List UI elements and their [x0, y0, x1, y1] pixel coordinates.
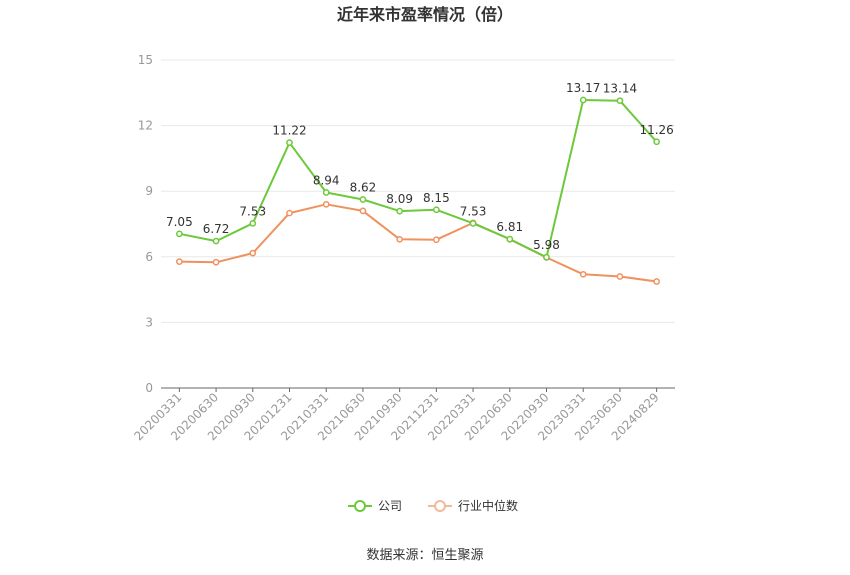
data-point: [212, 237, 220, 245]
data-point: [176, 230, 183, 238]
data-point: [176, 258, 183, 265]
data-label: 13.17: [566, 81, 600, 95]
data-label: 5.98: [533, 238, 560, 252]
y-tick-label: 9: [145, 184, 153, 198]
chart-title: 近年来市盈率情况（倍）: [337, 5, 513, 24]
series-line-company: [179, 99, 658, 259]
data-point: [653, 138, 660, 146]
data-point: [506, 235, 514, 243]
legend-swatch-marker: [354, 500, 366, 512]
axis-layer: 0369121520200331202006302020093020201231…: [131, 53, 675, 443]
data-label: 8.09: [386, 192, 413, 206]
legend-label: 行业中位数: [458, 498, 518, 513]
data-point: [249, 249, 257, 257]
data-label: 7.53: [460, 204, 487, 218]
data-point: [579, 270, 587, 278]
data-point: [396, 235, 403, 243]
data-point: [433, 236, 440, 244]
data-label: 8.15: [423, 191, 450, 205]
y-tick-label: 6: [145, 250, 153, 264]
data-point: [616, 97, 624, 105]
grid-layer: [161, 59, 675, 323]
series-line-industry-median: [179, 203, 657, 283]
data-point: [433, 206, 440, 214]
data-point: [359, 196, 367, 203]
y-tick-label: 15: [138, 53, 153, 67]
legend-label: 公司: [378, 499, 402, 513]
data-label: 8.62: [350, 181, 377, 195]
data-source-note: 数据来源：恒生聚源: [366, 548, 483, 563]
data-label-layer: 7.05 6.72 7.53 11.22 8.94 8.62 8.09 8.15 7.53 6.8…: [166, 81, 674, 252]
data-point: [359, 207, 367, 215]
data-label: 13.14: [603, 82, 637, 96]
data-label: 6.81: [496, 220, 523, 234]
data-point: [543, 253, 550, 261]
series-layer: [176, 96, 660, 285]
data-point: [579, 96, 587, 104]
data-label: 7.53: [239, 204, 266, 218]
data-label: 7.05: [166, 215, 193, 229]
data-point: [286, 209, 293, 217]
data-point: [286, 139, 293, 147]
legend: 公司 行业中位数: [348, 498, 518, 513]
data-point: [653, 278, 660, 285]
y-tick-label: 3: [145, 315, 153, 329]
data-label: 8.94: [313, 174, 340, 188]
data-label: 11.22: [272, 124, 306, 138]
legend-swatch-marker: [434, 500, 446, 512]
data-point: [469, 219, 477, 227]
y-tick-label: 12: [138, 119, 153, 133]
data-point: [322, 189, 330, 196]
data-label: 6.72: [203, 222, 230, 236]
data-label: 11.26: [639, 123, 673, 137]
data-point: [322, 200, 330, 208]
data-point: [396, 207, 403, 215]
data-point: [212, 258, 220, 266]
y-tick-label: 0: [145, 381, 153, 395]
data-point: [249, 219, 257, 227]
data-point: [616, 273, 624, 280]
